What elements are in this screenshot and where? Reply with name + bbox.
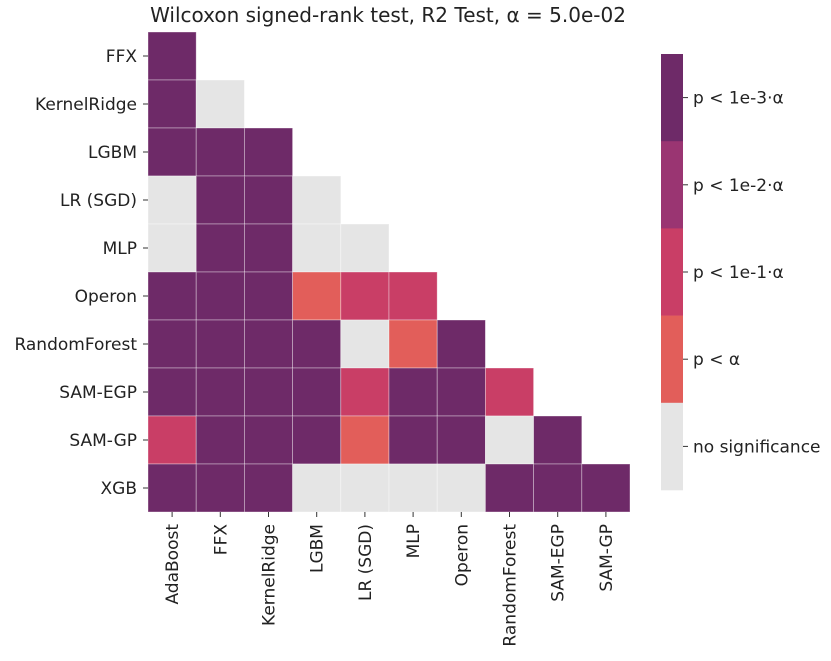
heatmap-cell: [436, 463, 486, 513]
heatmap-cell: [292, 223, 342, 273]
heatmap-cell: [340, 415, 390, 465]
heatmap-cell: [388, 271, 438, 321]
colorbar-label: p < 1e-3·α: [693, 89, 784, 109]
heatmap-cell: [388, 415, 438, 465]
heatmap-cell: [147, 79, 197, 129]
row-tick-label: KernelRidge: [35, 95, 137, 115]
colorbar-label: p < α: [693, 350, 740, 370]
colorbar: p < 1e-3·α p < 1e-2·α p < 1e-1·α p < α no si…: [661, 54, 821, 491]
colorbar-segment: [661, 54, 683, 142]
heatmap-cell: [388, 367, 438, 417]
colorbar-label: no significance: [693, 437, 821, 457]
column-tick-label: LR (SGD): [356, 524, 376, 601]
heatmap-cell: [340, 223, 390, 273]
colorbar-segment: [661, 315, 683, 404]
heatmap-cell: [388, 319, 438, 369]
row-tick-label: XGB: [101, 479, 137, 499]
heatmap-cell: [340, 463, 390, 513]
heatmap-cells: [147, 31, 631, 513]
heatmap-cell: [436, 319, 486, 369]
column-tick-label: MLP: [404, 524, 424, 558]
colorbar-label: p < 1e-2·α: [693, 176, 784, 196]
heatmap-cell: [340, 367, 390, 417]
column-tick-label: LGBM: [308, 524, 328, 573]
heatmap-cell: [292, 415, 342, 465]
heatmap-cell: [581, 463, 631, 513]
heatmap-cell: [243, 271, 293, 321]
heatmap-cell: [388, 463, 438, 513]
column-tick-label: KernelRidge: [260, 524, 280, 626]
row-tick-label: RandomForest: [14, 335, 137, 355]
colorbar-label: p < 1e-1·α: [693, 263, 784, 283]
heatmap-cell: [340, 319, 390, 369]
heatmap-cell: [147, 271, 197, 321]
column-tick-label: FFX: [211, 524, 231, 556]
heatmap-cell: [436, 367, 486, 417]
heatmap-cell: [484, 367, 534, 417]
row-tick-label: SAM-GP: [69, 431, 137, 451]
heatmap-cell: [147, 175, 197, 225]
heatmap-cell: [147, 127, 197, 177]
heatmap-cell: [436, 415, 486, 465]
heatmap-cell: [243, 319, 293, 369]
heatmap-cell: [484, 463, 534, 513]
heatmap-cell: [195, 271, 245, 321]
heatmap-cell: [147, 223, 197, 273]
row-tick-labels: FFX KernelRidge LGBM LR (SGD) MLP Operon Rando…: [14, 47, 148, 499]
row-tick-label: FFX: [106, 47, 138, 67]
heatmap-cell: [243, 415, 293, 465]
heatmap-cell: [147, 319, 197, 369]
row-tick-label: SAM-EGP: [59, 383, 137, 403]
row-tick-label: MLP: [103, 239, 137, 259]
heatmap-cell: [243, 175, 293, 225]
row-tick-label: Operon: [75, 287, 137, 307]
chart-title-alpha: α = 5.0e-02: [506, 3, 625, 27]
heatmap-cell: [195, 127, 245, 177]
heatmap-cell: [292, 319, 342, 369]
heatmap-cell: [147, 415, 197, 465]
heatmap-cell: [195, 223, 245, 273]
colorbar-segment: [661, 402, 683, 491]
heatmap-cell: [292, 271, 342, 321]
heatmap-cell: [292, 367, 342, 417]
heatmap-cell: [195, 367, 245, 417]
heatmap-cell: [195, 79, 245, 129]
heatmap-cell: [243, 367, 293, 417]
column-tick-label: RandomForest: [501, 524, 521, 647]
row-tick-label: LR (SGD): [60, 191, 137, 211]
heatmap-cell: [243, 127, 293, 177]
heatmap-cell: [533, 415, 583, 465]
heatmap-cell: [243, 223, 293, 273]
heatmap-cell: [147, 463, 197, 513]
colorbar-segment: [661, 228, 683, 316]
heatmap-cell: [340, 271, 390, 321]
row-tick-label: LGBM: [88, 143, 137, 163]
column-tick-label: SAM-EGP: [549, 524, 569, 602]
column-tick-label: SAM-GP: [597, 524, 617, 592]
heatmap-cell: [243, 463, 293, 513]
chart-title: Wilcoxon signed-rank test, R2 Test, α = …: [150, 3, 626, 27]
column-tick-label: Operon: [452, 524, 472, 586]
heatmap-cell: [195, 415, 245, 465]
heatmap-cell: [195, 175, 245, 225]
colorbar-segment: [661, 141, 683, 229]
heatmap-cell: [195, 319, 245, 369]
heatmap-cell: [147, 367, 197, 417]
heatmap-cell: [292, 175, 342, 225]
heatmap-cell: [147, 31, 197, 81]
heatmap-cell: [484, 415, 534, 465]
chart-title-text: Wilcoxon signed-rank test, R2 Test,: [150, 3, 506, 27]
column-tick-labels: AdaBoost FFX KernelRidge LGBM LR (SGD) MLP Ope…: [163, 512, 617, 647]
heatmap-cell: [292, 463, 342, 513]
column-tick-label: AdaBoost: [163, 524, 183, 605]
heatmap-cell: [195, 463, 245, 513]
heatmap-cell: [533, 463, 583, 513]
